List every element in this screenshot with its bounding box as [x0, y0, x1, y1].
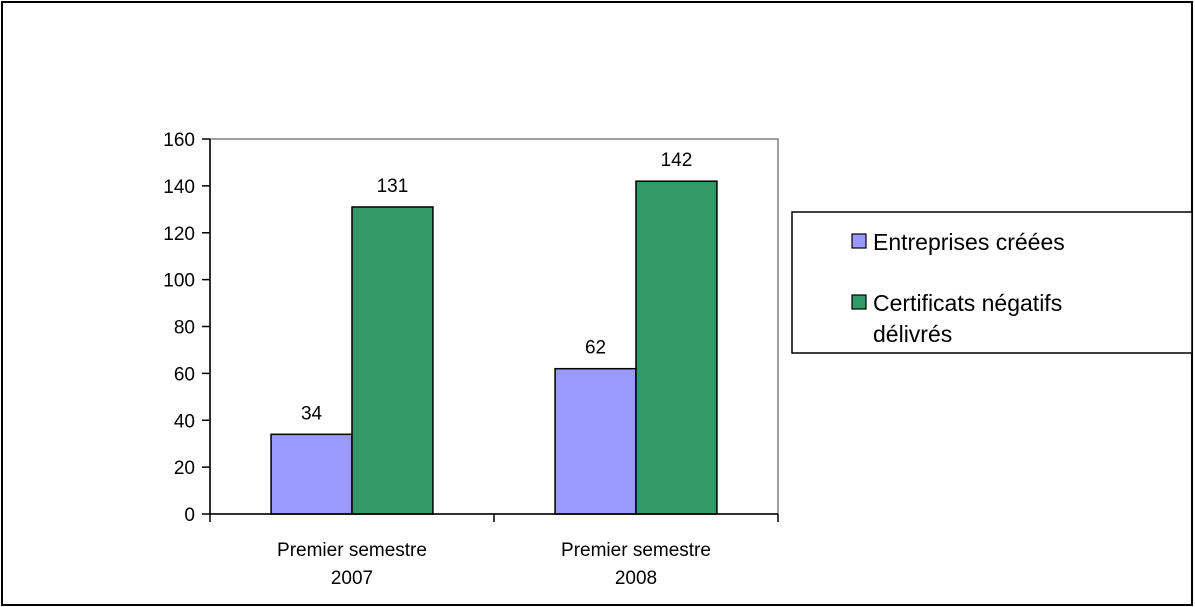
- y-tick-label: 0: [184, 505, 195, 526]
- y-tick-label: 160: [163, 130, 195, 151]
- data-label: 62: [585, 338, 606, 359]
- legend-swatch: [851, 294, 867, 310]
- legend-label: Certificats négatifs: [873, 290, 1062, 316]
- bars-group: [270, 180, 718, 515]
- y-tick-label: 20: [174, 458, 195, 479]
- y-tick-label: 80: [174, 318, 195, 339]
- legend-swatch: [851, 233, 867, 249]
- legend-label: Entreprises créées: [873, 229, 1065, 255]
- data-label: 142: [661, 150, 693, 171]
- bar: [270, 433, 353, 515]
- x-category-label: Premier semestre: [277, 540, 427, 561]
- y-tick-label: 40: [174, 411, 195, 432]
- data-label: 34: [301, 403, 323, 424]
- bar: [554, 367, 637, 515]
- y-tick-label: 140: [163, 177, 195, 198]
- bar: [351, 206, 434, 515]
- x-category-label: Premier semestre: [561, 540, 711, 561]
- y-tick-label: 60: [174, 364, 195, 385]
- y-tick-label: 120: [163, 224, 195, 245]
- labels-group: 34 131 Premier semestre 2007 62 142 Premier se…: [277, 150, 711, 589]
- axes-group: 0 20 40 60 80 100 120 140 160: [163, 130, 779, 526]
- y-tick-label: 100: [163, 271, 195, 292]
- legend-label: délivrés: [873, 321, 952, 347]
- legend: Entreprises créées Certificats négatifs dé…: [791, 211, 1193, 354]
- bar: [635, 180, 718, 515]
- data-label: 131: [377, 176, 409, 197]
- x-category-label: 2007: [331, 568, 373, 589]
- x-category-label: 2008: [615, 568, 657, 589]
